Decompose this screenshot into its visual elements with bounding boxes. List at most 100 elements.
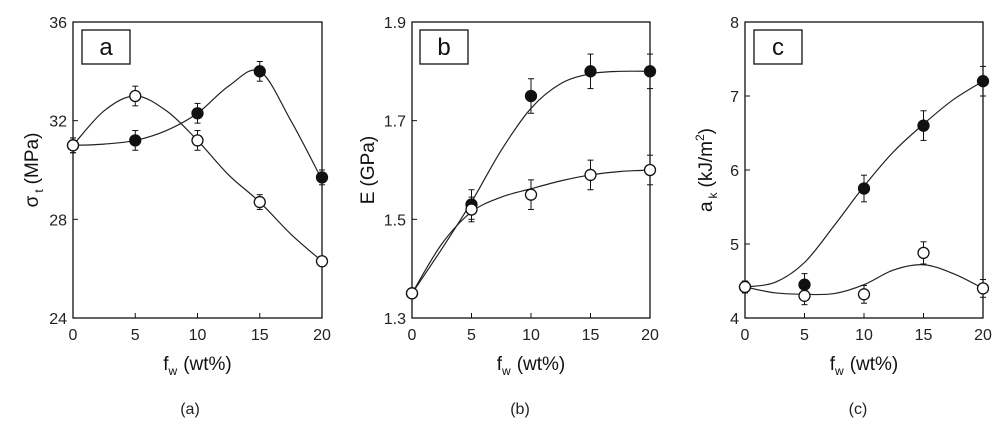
chart-2-panel-label: c <box>772 34 784 61</box>
chart-2-x-tick-label-2: 10 <box>855 327 873 344</box>
chart-0-series-1 <box>66 85 329 268</box>
chart-1-series-1-point-3 <box>584 168 597 182</box>
chart-2-panel-label-box <box>753 29 803 65</box>
chart-1-x-axis-label-unit: (wt%) <box>517 354 566 375</box>
chart-2-series-1-point-2 <box>857 288 871 301</box>
chart-0-y-tick-label-0: 24 <box>49 311 67 328</box>
chart-0-panel-label: a <box>99 34 113 61</box>
chart-1-series-1-point-0 <box>405 287 419 300</box>
chart-2-y-tick-label-2: 6 <box>730 163 739 180</box>
chart-2-x-tick-label-1: 5 <box>800 327 809 344</box>
chart-1-x-tick-label-3: 15 <box>582 327 600 344</box>
chart-2-y-axis-label-unit: (kJ/m <box>696 141 717 187</box>
chart-2-x-axis-label-unit: (wt%) <box>850 354 899 375</box>
chart-2-x-axis-label-main: f <box>830 354 836 375</box>
chart-1-y-axis-label-main: E <box>358 192 379 205</box>
chart-0-series-0-point-4 <box>315 171 329 184</box>
chart-1-x-tick-label-4: 20 <box>641 327 659 344</box>
chart-2: 0 5 10 15 20 4 5 6 7 8 c fw (wt%) ak (kJ/m2) (c) <box>693 15 992 418</box>
chart-2-x-tick-label-4: 20 <box>974 327 992 344</box>
chart-1-x-axis-label-main: f <box>497 354 503 375</box>
chart-2-x-axis-label-sub: w <box>834 364 844 378</box>
chart-1-y-axis-label-unit: (GPa) <box>358 136 379 187</box>
chart-0-x-axis-label-main: f <box>163 354 169 375</box>
chart-0-y-axis-label-sub: t <box>32 189 46 193</box>
chart-0-y-axis-label-unit: (MPa) <box>22 133 43 185</box>
chart-0-y-axis-label: σt (MPa) <box>22 133 46 208</box>
chart-0-x-tick-label-0: 0 <box>69 327 78 344</box>
chart-1-x-axis-label-sub: w <box>501 364 511 378</box>
chart-0-caption: (a) <box>180 401 200 418</box>
chart-2-y-tick-label-4: 8 <box>730 15 739 32</box>
chart-0: 0 5 10 15 20 24 28 32 36 a fw (wt%) σt (MPa) (a) <box>22 15 331 418</box>
chart-1-series-1 <box>405 154 657 300</box>
chart-0-x-tick-label-3: 15 <box>251 327 269 344</box>
chart-0-series-1-point-0 <box>66 139 80 152</box>
chart-0-series-1-point-3 <box>253 195 266 209</box>
chart-1: 0 5 10 15 20 1.3 1.5 1.7 1.9 b fw (wt%) E (GPa) (b) <box>358 15 659 418</box>
chart-0-x-axis-label-unit: (wt%) <box>183 354 232 375</box>
chart-1-y-axis-label: E (GPa) <box>358 136 379 204</box>
chart-2-y-tick-label-1: 5 <box>730 237 739 254</box>
chart-1-x-tick-label-1: 5 <box>467 327 476 344</box>
chart-1-x-axis-label: fw (wt%) <box>497 354 566 378</box>
chart-1-series-1-point-4 <box>643 163 657 177</box>
chart-2-y-tick-label-0: 4 <box>730 311 739 328</box>
chart-2-series-1 <box>738 241 990 306</box>
chart-2-y-axis-label-sub: k <box>706 191 720 198</box>
chart-2-x-tick-label-3: 15 <box>915 327 933 344</box>
chart-0-series-0-point-1 <box>129 134 142 147</box>
chart-0-x-axis-label-sub: w <box>168 364 178 378</box>
chart-1-series-0-point-2 <box>524 89 538 103</box>
chart-1-series-0-point-4 <box>643 65 657 78</box>
chart-0-x-tick-label-2: 10 <box>189 327 207 344</box>
chart-0-y-axis-label-main: σ <box>22 195 43 207</box>
chart-1-panel-label: b <box>437 34 450 61</box>
chart-2-plot-frame <box>744 21 984 319</box>
chart-1-series-0 <box>405 53 657 300</box>
chart-1-y-tick-label-0: 1.3 <box>384 311 406 328</box>
chart-2-series-0 <box>738 65 990 297</box>
chart-0-series-0-curve <box>72 69 323 181</box>
chart-0-plot-frame <box>72 21 323 319</box>
chart-2-series-1-point-4 <box>976 282 990 295</box>
chart-2-y-axis-label: ak (kJ/m2) <box>693 128 720 212</box>
chart-0-series-1-point-1 <box>129 89 142 103</box>
chart-0-panel-label-box <box>81 29 131 65</box>
chart-1-x-tick-label-2: 10 <box>522 327 540 344</box>
chart-1-y-tick-label-1: 1.5 <box>384 212 406 229</box>
chart-0-series-0-point-2 <box>191 107 204 120</box>
chart-1-y-tick-label-2: 1.7 <box>384 114 406 131</box>
chart-1-panel-label-box <box>419 29 469 65</box>
chart-0-y-tick-label-2: 32 <box>49 114 67 131</box>
chart-2-x-axis-label: fw (wt%) <box>830 354 899 378</box>
chart-1-series-1-point-1 <box>465 203 478 216</box>
chart-2-series-0-point-2 <box>857 182 871 195</box>
chart-2-y-axis-label-main: a <box>696 201 717 212</box>
chart-2-series-1-point-0 <box>738 280 752 294</box>
chart-2-x-tick-label-0: 0 <box>741 327 750 344</box>
chart-1-x-tick-label-0: 0 <box>408 327 417 344</box>
chart-2-caption: (c) <box>849 401 868 418</box>
chart-1-series-0-point-3 <box>584 65 597 78</box>
chart-0-series-1-point-4 <box>315 255 329 268</box>
chart-2-series-0-point-3 <box>917 119 930 132</box>
chart-2-series-1-point-1 <box>798 289 811 302</box>
chart-0-x-tick-label-4: 20 <box>313 327 331 344</box>
chart-1-series-1-point-2 <box>524 188 538 201</box>
chart-0-y-tick-label-1: 28 <box>49 212 67 229</box>
chart-1-caption: (b) <box>510 401 530 418</box>
chart-0-series-0-point-3 <box>253 65 266 78</box>
chart-2-y-axis-label-sup: 2 <box>693 134 707 141</box>
chart-0-series-0 <box>66 60 329 186</box>
chart-2-series-1-point-3 <box>917 246 930 260</box>
chart-2-y-tick-label-3: 7 <box>730 89 739 106</box>
chart-2-series-1-curve <box>744 264 984 296</box>
chart-0-x-axis-label: fw (wt%) <box>163 354 232 378</box>
chart-1-plot-frame <box>411 21 651 319</box>
chart-0-y-tick-label-3: 36 <box>49 15 67 32</box>
chart-2-y-axis-label-close: ) <box>696 128 717 134</box>
chart-1-y-tick-label-3: 1.9 <box>384 15 406 32</box>
chart-2-series-0-point-4 <box>976 75 990 88</box>
